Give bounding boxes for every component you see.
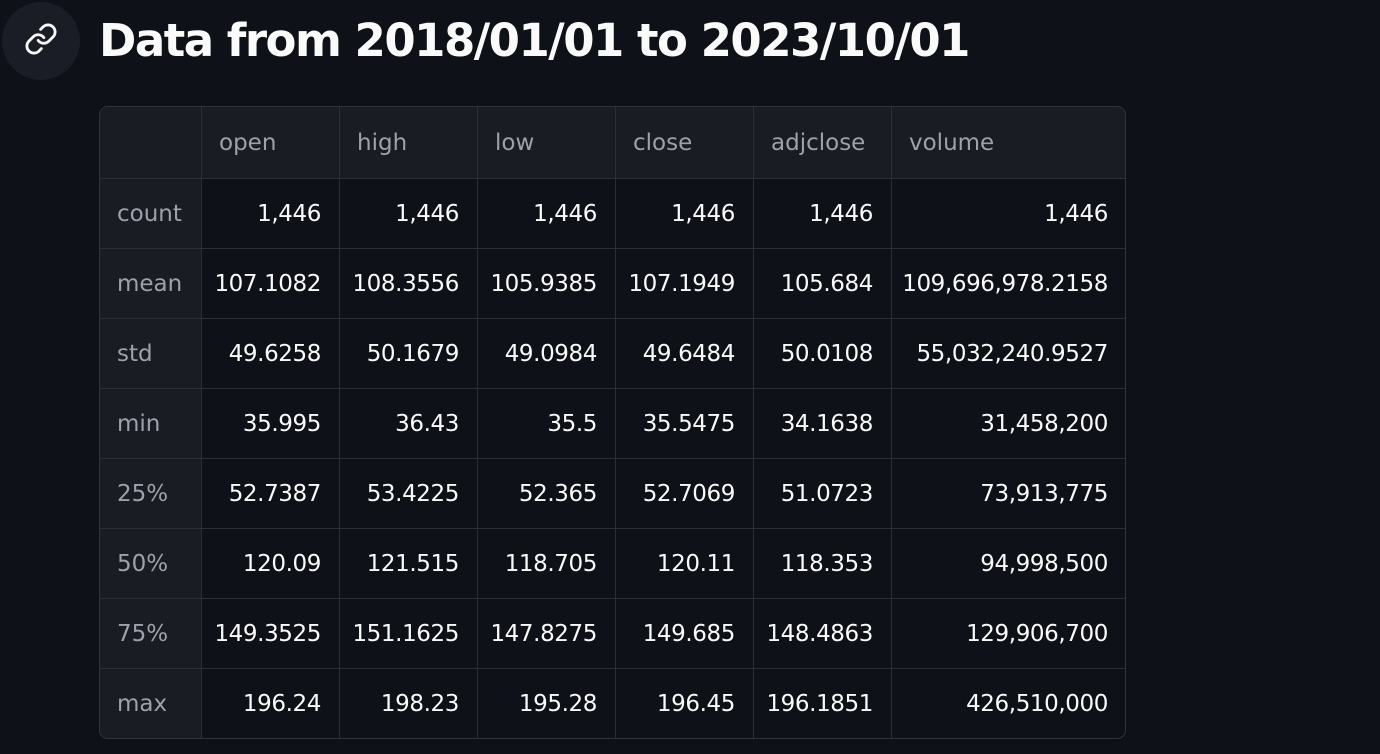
table-cell[interactable]: 1,446: [615, 178, 754, 249]
page-title: Data from 2018/01/01 to 2023/10/01: [99, 14, 970, 67]
table-cell[interactable]: 73,913,775: [891, 458, 1125, 529]
table-cell[interactable]: 129,906,700: [891, 598, 1125, 669]
table-cell[interactable]: 195.28: [477, 668, 616, 738]
row-label: min: [100, 388, 202, 459]
table-row: mean 107.1082 108.3556 105.9385 107.1949…: [100, 248, 1125, 319]
table-cell[interactable]: 50.1679: [339, 318, 478, 389]
column-header-volume[interactable]: volume: [891, 107, 1125, 179]
data-table: open high low close adjclose volume coun…: [100, 107, 1125, 738]
table-cell[interactable]: 49.0984: [477, 318, 616, 389]
table-row: 50% 120.09 121.515 118.705 120.11 118.35…: [100, 528, 1125, 599]
table-cell[interactable]: 148.4863: [753, 598, 892, 669]
table-cell[interactable]: 147.8275: [477, 598, 616, 669]
anchor-link-button[interactable]: [2, 2, 80, 80]
row-label: std: [100, 318, 202, 389]
table-cell[interactable]: 1,446: [753, 178, 892, 249]
row-label: count: [100, 178, 202, 249]
table-cell[interactable]: 51.0723: [753, 458, 892, 529]
row-label: 25%: [100, 458, 202, 529]
link-icon: [24, 22, 58, 60]
table-cell[interactable]: 149.685: [615, 598, 754, 669]
table-cell[interactable]: 94,998,500: [891, 528, 1125, 599]
table-cell[interactable]: 120.09: [201, 528, 340, 599]
table-cell[interactable]: 31,458,200: [891, 388, 1125, 459]
dataframe[interactable]: open high low close adjclose volume coun…: [99, 106, 1126, 739]
column-header-close[interactable]: close: [615, 107, 754, 179]
table-cell[interactable]: 108.3556: [339, 248, 478, 319]
table-cell[interactable]: 53.4225: [339, 458, 478, 529]
table-row: count 1,446 1,446 1,446 1,446 1,446 1,44…: [100, 178, 1125, 249]
column-header-low[interactable]: low: [477, 107, 616, 179]
column-header-high[interactable]: high: [339, 107, 478, 179]
table-cell[interactable]: 1,446: [339, 178, 478, 249]
row-label: mean: [100, 248, 202, 319]
column-header-open[interactable]: open: [201, 107, 340, 179]
table-cell[interactable]: 1,446: [201, 178, 340, 249]
row-label: max: [100, 668, 202, 738]
table-cell[interactable]: 36.43: [339, 388, 478, 459]
table-cell[interactable]: 196.45: [615, 668, 754, 738]
table-cell[interactable]: 49.6484: [615, 318, 754, 389]
table-cell[interactable]: 34.1638: [753, 388, 892, 459]
table-row: 25% 52.7387 53.4225 52.365 52.7069 51.07…: [100, 458, 1125, 529]
table-cell[interactable]: 118.353: [753, 528, 892, 599]
table-cell[interactable]: 105.684: [753, 248, 892, 319]
table-cell[interactable]: 52.7069: [615, 458, 754, 529]
table-cell[interactable]: 49.6258: [201, 318, 340, 389]
table-cell[interactable]: 35.995: [201, 388, 340, 459]
table-cell[interactable]: 426,510,000: [891, 668, 1125, 738]
table-cell[interactable]: 196.1851: [753, 668, 892, 738]
table-cell[interactable]: 198.23: [339, 668, 478, 738]
table-row: 75% 149.3525 151.1625 147.8275 149.685 1…: [100, 598, 1125, 669]
table-cell[interactable]: 107.1949: [615, 248, 754, 319]
column-header-adjclose[interactable]: adjclose: [753, 107, 892, 179]
table-cell[interactable]: 196.24: [201, 668, 340, 738]
table-cell[interactable]: 52.7387: [201, 458, 340, 529]
table-row: max 196.24 198.23 195.28 196.45 196.1851…: [100, 668, 1125, 738]
table-cell[interactable]: 35.5475: [615, 388, 754, 459]
table-cell[interactable]: 149.3525: [201, 598, 340, 669]
table-cell[interactable]: 105.9385: [477, 248, 616, 319]
table-cell[interactable]: 52.365: [477, 458, 616, 529]
table-row: std 49.6258 50.1679 49.0984 49.6484 50.0…: [100, 318, 1125, 389]
table-cell[interactable]: 109,696,978.2158: [891, 248, 1125, 319]
table-cell[interactable]: 151.1625: [339, 598, 478, 669]
table-cell[interactable]: 120.11: [615, 528, 754, 599]
row-label: 50%: [100, 528, 202, 599]
index-header: [100, 107, 202, 179]
table-cell[interactable]: 1,446: [891, 178, 1125, 249]
row-label: 75%: [100, 598, 202, 669]
table-cell[interactable]: 121.515: [339, 528, 478, 599]
table-cell[interactable]: 35.5: [477, 388, 616, 459]
table-cell[interactable]: 50.0108: [753, 318, 892, 389]
table-cell[interactable]: 1,446: [477, 178, 616, 249]
header-row: open high low close adjclose volume: [100, 107, 1125, 179]
table-cell[interactable]: 55,032,240.9527: [891, 318, 1125, 389]
table-row: min 35.995 36.43 35.5 35.5475 34.1638 31…: [100, 388, 1125, 459]
table-cell[interactable]: 107.1082: [201, 248, 340, 319]
table-cell[interactable]: 118.705: [477, 528, 616, 599]
